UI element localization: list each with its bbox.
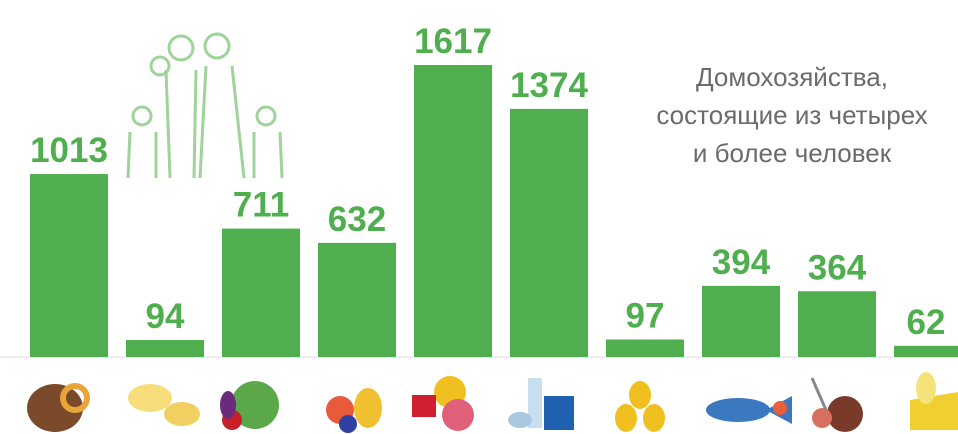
bar bbox=[510, 108, 588, 358]
chart-title: состоящие из четырех bbox=[656, 100, 927, 130]
value-label: 632 bbox=[328, 200, 386, 239]
chart-title: Домохозяйства, bbox=[696, 62, 888, 92]
value-label: 364 bbox=[808, 248, 867, 287]
bar bbox=[606, 339, 684, 357]
bar bbox=[30, 174, 108, 357]
value-label: 394 bbox=[712, 243, 771, 282]
chart-title: и более человек bbox=[693, 138, 892, 168]
bar bbox=[318, 242, 396, 357]
family-icon bbox=[126, 32, 284, 179]
value-label: 711 bbox=[233, 186, 289, 225]
value-label: 94 bbox=[146, 297, 185, 336]
category-icons bbox=[27, 372, 958, 433]
value-label: 1374 bbox=[510, 66, 588, 105]
bar bbox=[798, 291, 876, 357]
bar bbox=[414, 65, 492, 357]
value-label: 1013 bbox=[30, 131, 108, 170]
bar bbox=[222, 228, 300, 357]
value-label: 1617 bbox=[414, 22, 492, 61]
bar bbox=[126, 340, 204, 357]
bar bbox=[702, 285, 780, 357]
bar bbox=[894, 345, 958, 357]
value-label: 62 bbox=[907, 303, 946, 342]
value-label: 97 bbox=[626, 296, 665, 335]
